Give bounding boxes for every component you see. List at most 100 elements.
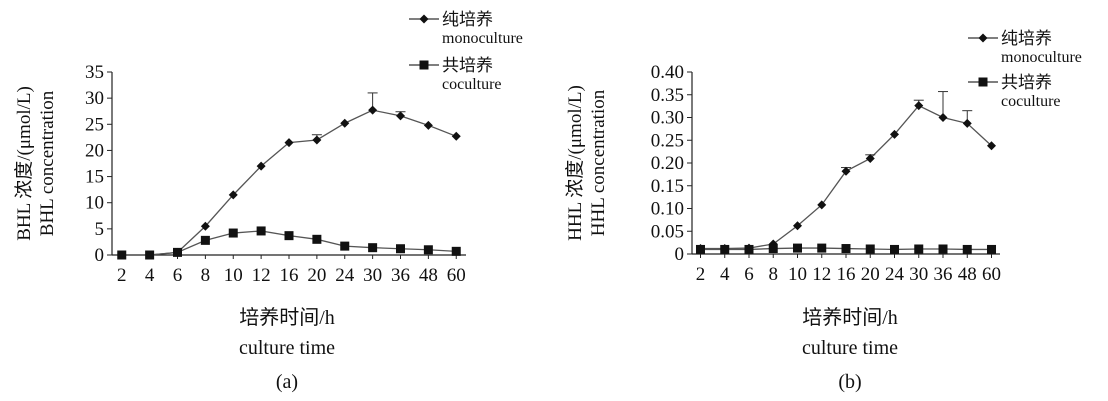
- data-point-monoculture: [423, 120, 433, 130]
- data-point-monoculture: [792, 221, 802, 231]
- y-tick-label: 0.10: [651, 199, 684, 220]
- y-tick-label: 0.40: [651, 62, 684, 83]
- data-point-monoculture: [451, 131, 461, 141]
- y-tick-label: 0: [675, 244, 685, 265]
- data-point-coculture: [792, 243, 802, 253]
- x-axis-label-en: culture time: [239, 337, 335, 359]
- data-point-monoculture: [962, 118, 972, 128]
- data-point-coculture: [340, 241, 350, 251]
- data-point-coculture: [395, 244, 405, 254]
- x-tick-label: 36: [934, 264, 953, 285]
- data-point-coculture: [914, 244, 924, 254]
- data-point-coculture: [890, 244, 900, 254]
- data-point-monoculture: [368, 105, 378, 115]
- y-tick-label: 0.35: [651, 85, 684, 106]
- x-tick-label: 20: [861, 264, 880, 285]
- legend-label-cn: 共培养: [442, 56, 493, 75]
- data-point-coculture: [768, 244, 778, 254]
- legend-label-cn: 纯培养: [1001, 29, 1052, 48]
- data-point-coculture: [228, 228, 238, 238]
- legend-marker-monoculture: [978, 33, 988, 43]
- data-point-coculture: [744, 244, 754, 254]
- y-axis-label-cn: HHL 浓度/(μmol/L): [564, 85, 586, 241]
- y-tick-label: 10: [85, 193, 104, 214]
- data-point-coculture: [200, 235, 210, 245]
- data-point-coculture: [256, 226, 266, 236]
- x-tick-label: 16: [837, 264, 856, 285]
- data-point-coculture: [938, 244, 948, 254]
- data-point-monoculture: [284, 138, 294, 148]
- legend-label-cn: 共培养: [1001, 73, 1052, 92]
- data-point-coculture: [312, 234, 322, 244]
- x-tick-label: 24: [885, 264, 905, 285]
- data-point-monoculture: [914, 101, 924, 111]
- x-tick-label: 16: [280, 265, 299, 286]
- legend-marker-coculture: [978, 77, 988, 87]
- legend-label-en: coculture: [1001, 93, 1061, 110]
- y-tick-label: 0.30: [651, 108, 684, 129]
- x-tick-label: 8: [201, 265, 211, 286]
- data-point-coculture: [423, 245, 433, 255]
- data-point-monoculture: [395, 111, 405, 121]
- x-tick-label: 48: [419, 265, 438, 286]
- chart-panel-b: 00.050.100.150.200.250.300.350.402 4 6 8 10 1…: [564, 29, 1082, 393]
- x-tick-label: 36: [391, 265, 410, 286]
- data-point-monoculture: [200, 221, 210, 231]
- y-tick-label: 25: [85, 114, 104, 135]
- x-tick-label: 4: [145, 265, 155, 286]
- data-point-coculture: [817, 243, 827, 253]
- data-point-coculture: [987, 244, 997, 254]
- data-point-monoculture: [890, 129, 900, 139]
- data-point-coculture: [117, 250, 127, 260]
- data-point-monoculture: [817, 200, 827, 210]
- x-tick-label: 48: [958, 264, 977, 285]
- data-point-coculture: [695, 244, 705, 254]
- y-tick-label: 0: [95, 245, 105, 266]
- panel-label: (a): [276, 371, 298, 393]
- x-axis-label-cn: 培养时间/h: [239, 306, 335, 329]
- legend-label-en: coculture: [442, 76, 502, 93]
- data-point-coculture: [145, 250, 155, 260]
- y-tick-label: 0.20: [651, 153, 684, 174]
- x-tick-label: 60: [982, 264, 1001, 285]
- y-tick-label: 0.15: [651, 176, 684, 197]
- data-point-monoculture: [938, 113, 948, 122]
- data-point-coculture: [451, 246, 461, 256]
- panel-label: (b): [838, 371, 861, 393]
- x-tick-label: 60: [447, 265, 466, 286]
- legend-label-en: monoculture: [442, 30, 523, 47]
- x-tick-label: 8: [768, 264, 778, 285]
- x-tick-label: 24: [335, 265, 355, 286]
- y-axis-label-cn: BHL 浓度/(μmol/L): [13, 86, 35, 241]
- data-point-coculture: [284, 231, 294, 241]
- legend-label-cn: 纯培养: [442, 10, 493, 29]
- data-point-coculture: [368, 243, 378, 253]
- x-tick-label: 2: [117, 265, 127, 286]
- y-tick-label: 35: [85, 62, 104, 83]
- y-tick-label: 5: [95, 219, 105, 240]
- x-tick-label: 20: [307, 265, 326, 286]
- x-tick-label: 30: [363, 265, 382, 286]
- data-point-monoculture: [987, 141, 997, 151]
- legend-label-en: monoculture: [1001, 49, 1082, 66]
- y-tick-label: 20: [85, 140, 104, 161]
- series-line-monoculture: [700, 104, 992, 250]
- y-tick-label: 0.25: [651, 130, 684, 151]
- x-tick-label: 2: [696, 264, 706, 285]
- y-axis-label-en: BHL concentration: [37, 90, 58, 236]
- data-point-monoculture: [865, 153, 875, 163]
- data-point-monoculture: [340, 118, 350, 128]
- data-point-monoculture: [256, 161, 266, 171]
- x-tick-label: 4: [720, 264, 730, 285]
- x-tick-label: 10: [224, 265, 243, 286]
- x-tick-label: 10: [788, 264, 807, 285]
- y-tick-label: 0.05: [651, 221, 684, 242]
- y-axis-label-en: HHL concentration: [588, 89, 609, 236]
- data-point-coculture: [865, 244, 875, 254]
- data-point-coculture: [173, 247, 183, 257]
- x-tick-label: 12: [812, 264, 831, 285]
- legend-marker-monoculture: [419, 14, 429, 24]
